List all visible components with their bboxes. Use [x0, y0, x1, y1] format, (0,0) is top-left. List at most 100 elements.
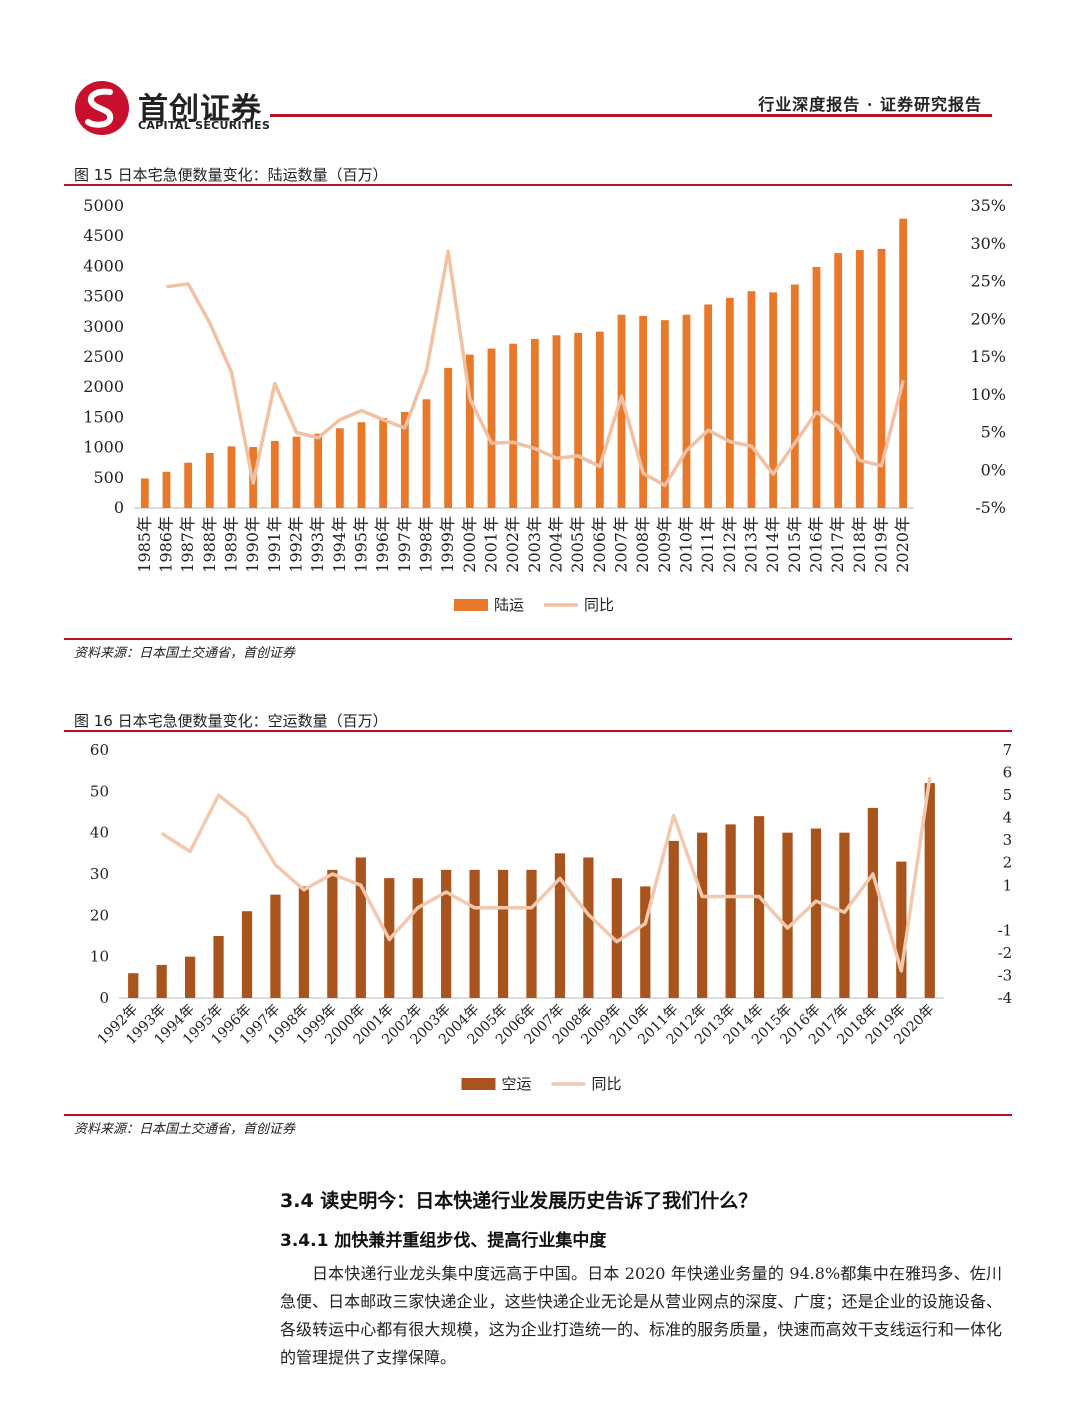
y-left-tick-label: 2000	[83, 377, 124, 396]
y-right-tick-label: -10%	[998, 921, 1012, 939]
bar-空运	[583, 857, 594, 998]
y-right-tick-label: -40%	[998, 989, 1012, 1007]
bar-陆运	[487, 348, 496, 508]
x-tick-label: 2005年	[568, 516, 587, 573]
bar-陆运	[877, 248, 886, 508]
x-tick-label: 1987年	[178, 516, 197, 573]
y-left-tick-label: 3000	[83, 317, 124, 336]
y-left-tick-label: 0	[114, 498, 124, 517]
y-right-tick-label: 5%	[981, 423, 1006, 442]
bar-空运	[270, 894, 281, 998]
bar-空运	[640, 886, 651, 998]
legend-label-line: 同比	[584, 596, 614, 614]
bar-陆运	[314, 433, 323, 508]
bar-空运	[782, 832, 793, 998]
y-left-tick-label: 10	[90, 948, 109, 966]
bar-陆运	[899, 218, 908, 508]
bar-陆运	[422, 399, 431, 508]
bar-空运	[327, 869, 338, 998]
y-left-tick-label: 2500	[83, 347, 124, 366]
y-right-tick-label: 30%	[970, 234, 1006, 253]
bar-陆运	[595, 331, 604, 508]
bar-陆运	[725, 297, 734, 508]
bar-空运	[128, 973, 139, 998]
y-right-tick-label: 10%	[970, 385, 1006, 404]
bar-空运	[469, 869, 480, 998]
x-tick-label: 1996年	[373, 516, 392, 573]
legend-swatch-bar	[461, 1078, 496, 1090]
x-tick-label: 1994年	[330, 516, 349, 573]
x-tick-label: 1991年	[265, 516, 284, 573]
header-rule	[270, 114, 992, 117]
bar-陆运	[227, 446, 236, 508]
bar-陆运	[444, 367, 453, 508]
x-tick-label: 2016年	[807, 516, 826, 573]
bar-陆运	[530, 338, 539, 508]
figure-16-bottom-rule	[64, 1114, 1012, 1116]
bar-陆运	[379, 418, 388, 508]
bar-陆运	[205, 453, 214, 508]
bar-陆运	[357, 422, 366, 508]
bar-空运	[924, 783, 935, 998]
report-type: 行业深度报告 · 证券研究报告	[758, 95, 982, 114]
x-tick-label: 1998年	[417, 516, 436, 573]
bar-空运	[412, 878, 423, 998]
bar-陆运	[617, 314, 626, 508]
bar-陆运	[574, 332, 583, 508]
line-同比	[166, 249, 905, 488]
x-tick-label: 1993年	[308, 516, 327, 573]
bar-空运	[839, 832, 850, 998]
section-heading: 3.4 读史明今：日本快递行业发展历史告诉了我们什么？	[280, 1190, 758, 1212]
line-同比	[160, 776, 932, 973]
bar-陆运	[184, 462, 193, 508]
legend-label-bar: 空运	[502, 1075, 532, 1093]
x-tick-label: 2014年	[763, 516, 782, 573]
bar-陆运	[162, 471, 171, 508]
bar-陆运	[465, 354, 474, 508]
bar-空运	[441, 869, 452, 998]
figure-15-source: 资料来源：日本国土交通省，首创证券	[74, 646, 296, 661]
y-right-tick-label: 20%	[1003, 854, 1012, 872]
x-tick-label: 2009年	[655, 516, 674, 573]
bar-陆运	[704, 304, 713, 508]
y-right-tick-label: 70%	[1003, 741, 1012, 759]
x-tick-label: 2015年	[785, 516, 804, 573]
x-tick-label: 1989年	[222, 516, 241, 573]
bar-空运	[213, 936, 224, 998]
x-tick-label: 2018年	[850, 516, 869, 573]
y-left-tick-label: 1500	[83, 407, 124, 426]
bar-陆运	[660, 320, 669, 508]
y-left-tick-label: 1000	[83, 438, 124, 457]
figure-16-top-rule	[64, 730, 1012, 732]
figure-16-source: 资料来源：日本国土交通省，首创证券	[74, 1122, 296, 1137]
logo-name-en: CAPITAL SECURITIES	[138, 119, 271, 132]
x-tick-label: 2017年	[828, 516, 847, 573]
company-logo	[75, 81, 129, 135]
x-tick-label: 1999年	[438, 516, 457, 573]
bar-陆运	[834, 253, 843, 508]
bar-空运	[753, 816, 765, 998]
y-left-tick-label: 4500	[83, 226, 124, 245]
logo-name-cn: 首创证券	[138, 92, 262, 127]
y-right-tick-label: 25%	[970, 272, 1006, 291]
bar-陆运	[812, 267, 821, 508]
bar-空运	[725, 824, 736, 998]
x-tick-label: 2006年	[590, 516, 609, 573]
bar-陆运	[682, 314, 691, 508]
x-tick-label: 2007年	[612, 516, 631, 573]
y-right-tick-label: 0%	[981, 460, 1006, 479]
x-tick-label: 2003年	[525, 516, 544, 573]
bar-空运	[355, 857, 366, 998]
x-tick-label: 1986年	[157, 516, 176, 573]
x-tick-label: 2012年	[720, 516, 739, 573]
figure-15-bottom-rule	[64, 638, 1012, 640]
bar-空运	[526, 869, 537, 998]
section-subheading: 3.4.1 加快兼并重组步伐、提高行业集中度	[280, 1231, 607, 1251]
legend-label-line: 同比	[592, 1075, 622, 1093]
y-right-tick-label: -20%	[998, 944, 1012, 962]
bar-空运	[697, 832, 708, 998]
y-right-tick-label: 35%	[970, 196, 1006, 215]
bar-陆运	[552, 335, 561, 508]
legend-label-bar: 陆运	[494, 596, 524, 614]
x-tick-label: 2011年	[698, 516, 717, 573]
